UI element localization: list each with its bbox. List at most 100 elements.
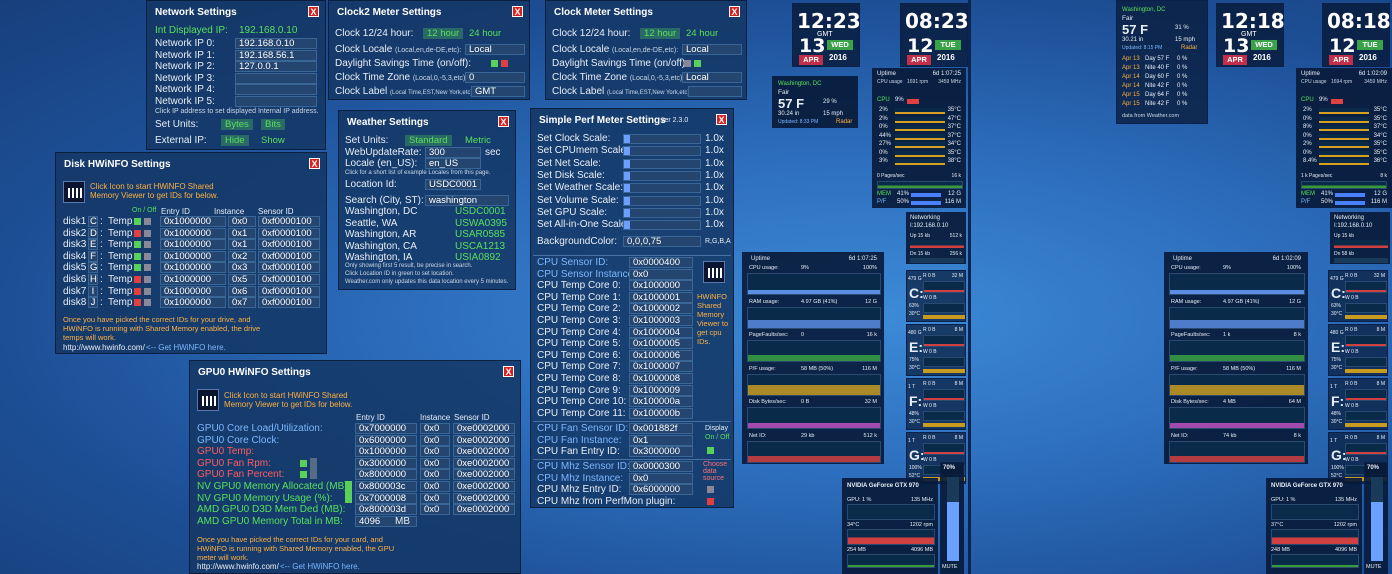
scale-slider[interactable] (623, 158, 701, 169)
network-ip-field[interactable]: 192.168.0.10 (235, 38, 317, 49)
disk-entry-id[interactable]: 0x1000000 (160, 227, 226, 239)
location-id-input[interactable]: USDC0001 (425, 179, 481, 190)
ext-show-toggle[interactable]: Show (261, 135, 285, 146)
gpu-fan-checkbox[interactable] (300, 471, 307, 479)
gpu-entry-id[interactable]: 0x8000000 (355, 469, 417, 481)
clock-label-input[interactable]: GMT (471, 86, 525, 97)
scale-slider[interactable] (623, 170, 701, 181)
gpu-instance[interactable]: 0x0 (420, 469, 450, 481)
gpu-instance[interactable]: 0x0 (420, 423, 450, 434)
sensor-id-input[interactable]: 0x1000005 (629, 338, 693, 350)
rate-input[interactable]: 300 (425, 147, 481, 158)
network-ip-field[interactable] (235, 72, 317, 84)
sensor-id-input[interactable]: 0x0 (629, 472, 693, 484)
disk-sensor-id[interactable]: 0xf0000100 (258, 250, 320, 262)
disk-off-checkbox[interactable] (144, 229, 151, 237)
gpu-entry-id[interactable]: 0x7000008 (355, 492, 417, 504)
hwinfo-url[interactable]: http://www.hwinfo.com/ (197, 562, 279, 571)
disk-letter-input[interactable]: E (88, 239, 98, 251)
gpu-sensor-id[interactable]: 0xe0002000 (453, 469, 515, 481)
mute-button[interactable]: MUTE (942, 564, 958, 570)
gpu-instance[interactable]: 0x0 (420, 446, 450, 458)
disk-off-checkbox[interactable] (144, 299, 151, 307)
clock-locale-input[interactable]: Local (682, 44, 742, 55)
gpu-mem-indicator[interactable] (345, 481, 352, 503)
scale-slider[interactable] (623, 207, 701, 218)
gpu-fan-checkbox[interactable] (300, 459, 307, 467)
disk-sensor-id[interactable]: 0xf0000100 (258, 274, 320, 285)
gpu-instance[interactable]: 0x0 (420, 434, 450, 446)
close-icon[interactable]: X (308, 6, 319, 17)
disk-entry-id[interactable]: 0x1000000 (160, 274, 226, 285)
gpu-fan-slider[interactable] (310, 469, 317, 480)
get-hwinfo-link[interactable]: <-- Get HWiNFO here. (146, 343, 226, 352)
sensor-id-input[interactable]: 0x100000b (629, 407, 693, 419)
disk-on-checkbox[interactable] (134, 299, 141, 307)
hwinfo-url[interactable]: http://www.hwinfo.com/ (63, 343, 145, 352)
disk-instance[interactable]: 0x5 (228, 274, 256, 285)
gpu-entry-id[interactable]: 0x3000000 (355, 457, 417, 469)
gpu-instance[interactable]: 0x0 (420, 492, 450, 504)
sensor-id-input[interactable]: 0x1000003 (629, 315, 693, 326)
locale-input[interactable]: en_US (425, 158, 481, 169)
24-hour-toggle[interactable]: 24 hour (469, 28, 502, 39)
24-hour-toggle[interactable]: 24 hour (686, 28, 719, 39)
scale-slider[interactable] (623, 183, 701, 194)
gpu-entry-id[interactable]: 0x800003c (355, 481, 417, 492)
weather-result-id[interactable]: USCA1213 (455, 240, 506, 252)
disk-sensor-id[interactable]: 0xf0000100 (258, 239, 320, 251)
volume-slider[interactable] (947, 477, 959, 561)
weather-result-id[interactable]: USIA0892 (455, 252, 501, 263)
disk-letter-input[interactable]: I (88, 285, 98, 297)
tz-input[interactable]: Local (682, 72, 742, 83)
close-icon[interactable]: X (503, 366, 514, 377)
clock-label-input[interactable] (688, 86, 742, 97)
network-ip-field[interactable] (235, 84, 317, 95)
sensor-id-input[interactable]: 0x1000002 (629, 303, 693, 315)
sensor-id-input[interactable]: 0x1000004 (629, 326, 693, 338)
gpu-sensor-id[interactable]: 0xe0002000 (453, 434, 515, 446)
gpu-entry-id[interactable]: 0x7000000 (355, 423, 417, 434)
disk-on-checkbox[interactable] (134, 218, 141, 225)
disk-letter-input[interactable]: D (88, 227, 98, 239)
disk-instance[interactable]: 0x1 (228, 227, 256, 239)
weather-result-id[interactable]: USWA0395 (455, 217, 507, 229)
gpu-sensor-id[interactable]: 0xe0002000 (453, 481, 515, 492)
sensor-id-input[interactable]: 0x1000009 (629, 384, 693, 396)
network-ip-field[interactable]: 192.168.56.1 (235, 49, 317, 61)
close-icon[interactable]: X (498, 116, 509, 127)
disk-off-checkbox[interactable] (144, 218, 151, 225)
disk-letter-input[interactable]: F (88, 250, 98, 262)
sensor-id-input[interactable]: 0x001882f (629, 423, 693, 434)
disk-entry-id[interactable]: 0x1000000 (160, 239, 226, 251)
disk-off-checkbox[interactable] (144, 252, 151, 260)
search-input[interactable]: washington (425, 195, 509, 206)
disk-instance[interactable]: 0x6 (228, 285, 256, 297)
disk-on-checkbox[interactable] (134, 276, 141, 283)
sensor-id-input[interactable]: 0x1000000 (629, 280, 693, 292)
close-icon[interactable]: X (309, 158, 320, 169)
disk-on-checkbox[interactable] (134, 287, 141, 295)
disk-off-checkbox[interactable] (144, 264, 151, 272)
metric-toggle[interactable]: Metric (465, 135, 491, 146)
gpu-sensor-id[interactable]: 0xe0002000 (453, 446, 515, 458)
sensor-id-input[interactable]: 0x1000001 (629, 291, 693, 303)
disk-entry-id[interactable]: 0x1000000 (160, 297, 226, 309)
mute-button[interactable]: MUTE (1366, 564, 1382, 570)
disk-sensor-id[interactable]: 0xf0000100 (258, 216, 320, 227)
sensor-id-input[interactable]: 0x6000000 (629, 484, 693, 496)
dst-off-checkbox[interactable] (694, 60, 701, 67)
weather-result-id[interactable]: USDC0001 (455, 206, 506, 217)
disk-entry-id[interactable]: 0x1000000 (160, 262, 226, 274)
sensor-id-input[interactable]: 0x100000a (629, 396, 693, 408)
sensor-id-input[interactable]: 0x3000000 (629, 446, 693, 458)
gpu-sensor-id[interactable]: 0xe0002000 (453, 492, 515, 504)
volume-slider[interactable] (1371, 477, 1383, 561)
gpu-sensor-id[interactable]: 0xe0002000 (453, 504, 515, 516)
disk-off-checkbox[interactable] (144, 276, 151, 283)
sensor-id-input[interactable]: 0x1000008 (629, 373, 693, 384)
clock-locale-input[interactable]: Local (465, 44, 525, 55)
disk-sensor-id[interactable]: 0xf0000100 (258, 285, 320, 297)
disk-instance[interactable]: 0x3 (228, 262, 256, 274)
bg-color-input[interactable]: 0,0,0,75 (623, 236, 701, 247)
